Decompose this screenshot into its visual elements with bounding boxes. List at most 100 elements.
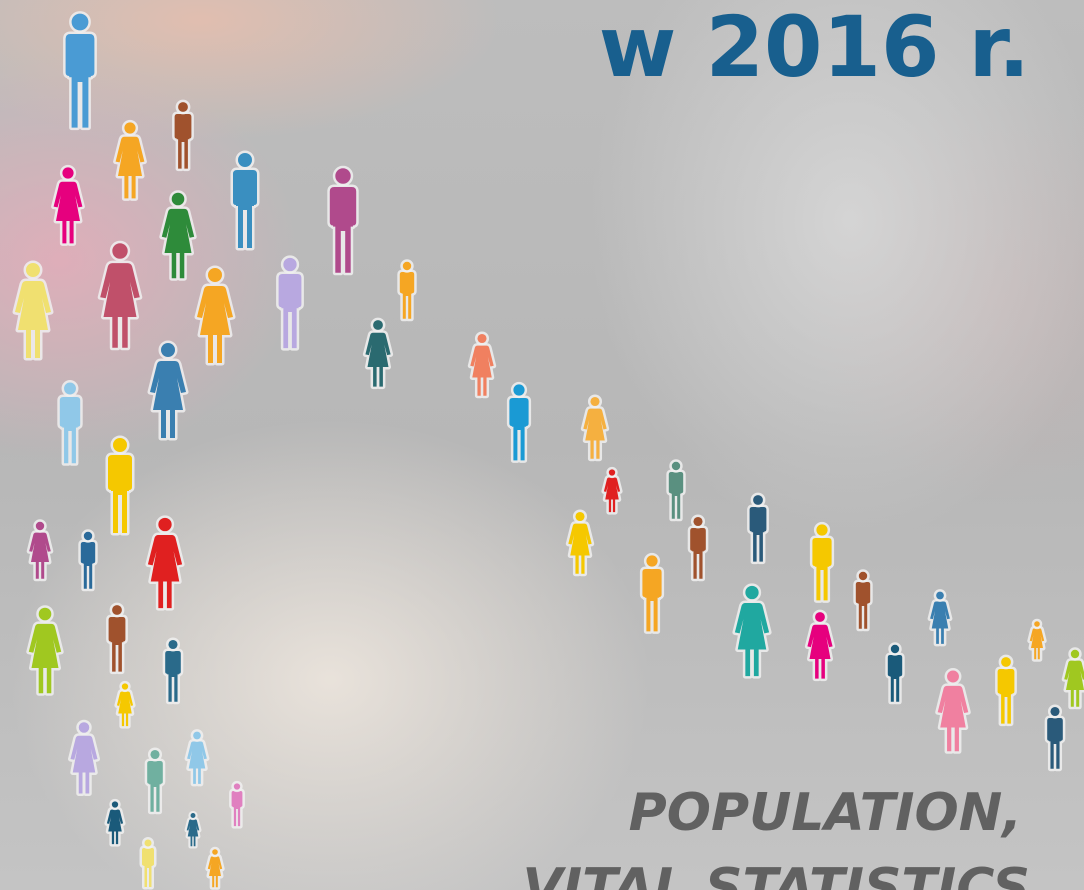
person-icon	[100, 243, 140, 347]
person-body	[232, 791, 243, 826]
person-icon	[15, 263, 51, 358]
person-icon	[807, 612, 832, 679]
person-body	[29, 624, 61, 693]
person-head	[212, 849, 218, 855]
person-icon	[938, 671, 969, 752]
person-head	[122, 683, 128, 689]
person-body	[71, 736, 98, 794]
person-head	[178, 102, 188, 112]
person-head	[112, 801, 118, 807]
cover-page: w 2016 r. POPULATION, VITAL STATISTICS	[0, 0, 1084, 890]
person-head	[113, 438, 127, 452]
person-icon	[750, 495, 767, 561]
person-icon	[187, 813, 200, 846]
person-body	[998, 669, 1015, 724]
person-body	[148, 535, 182, 608]
person-body	[735, 603, 769, 676]
person-head	[815, 612, 825, 622]
person-head	[693, 517, 702, 526]
person-head	[1001, 657, 1011, 667]
person-icon	[54, 167, 83, 243]
person-icon	[66, 14, 95, 128]
person-icon	[365, 320, 390, 387]
cover-art: w 2016 r. POPULATION, VITAL STATISTICS	[0, 0, 1084, 890]
person-head	[161, 343, 175, 357]
cover-subtitle-line: VITAL STATISTICS	[522, 858, 1030, 890]
person-head	[112, 605, 122, 615]
person-head	[79, 722, 90, 733]
person-icon	[187, 732, 207, 784]
person-body	[583, 409, 606, 459]
person-icon	[60, 383, 80, 464]
person-body	[938, 686, 969, 751]
person-icon	[1047, 707, 1063, 769]
person-icon	[330, 168, 356, 272]
person-icon	[108, 438, 132, 533]
person-body	[279, 274, 302, 348]
person-head	[26, 263, 40, 277]
person-icon	[470, 334, 493, 396]
person-head	[859, 572, 867, 580]
person-icon	[735, 586, 769, 676]
person-icon	[888, 645, 902, 702]
person-head	[1034, 621, 1040, 627]
person-icon	[998, 657, 1015, 724]
person-body	[150, 361, 186, 438]
person-icon	[233, 153, 257, 248]
person-icon	[642, 555, 661, 631]
person-icon	[29, 522, 51, 579]
person-icon	[208, 849, 222, 887]
person-head	[72, 14, 89, 31]
person-body	[175, 114, 192, 169]
person-icon	[509, 384, 528, 460]
person-head	[891, 645, 899, 653]
person-head	[477, 334, 486, 343]
person-body	[81, 542, 95, 589]
person-body	[165, 651, 181, 702]
person-icon	[81, 532, 95, 589]
person-body	[690, 528, 706, 579]
person-head	[168, 640, 177, 649]
person-body	[807, 625, 832, 679]
person-body	[509, 398, 528, 460]
person-icon	[856, 572, 870, 629]
person-head	[335, 168, 350, 183]
person-head	[150, 750, 159, 759]
person-icon	[930, 592, 950, 644]
person-body	[29, 533, 51, 579]
person-head	[39, 608, 52, 621]
person-body	[330, 187, 356, 273]
person-icon	[71, 722, 98, 793]
person-head	[208, 268, 222, 282]
person-body	[142, 848, 154, 887]
person-head	[158, 518, 171, 531]
person-body	[108, 455, 132, 533]
person-head	[145, 840, 152, 847]
person-icon	[148, 518, 182, 608]
person-body	[197, 286, 233, 363]
person-body	[208, 856, 222, 887]
person-body	[233, 170, 257, 248]
person-icon	[604, 469, 620, 512]
person-body	[604, 477, 620, 512]
person-head	[62, 167, 73, 178]
person-icon	[147, 750, 163, 812]
person-head	[238, 153, 252, 167]
person-head	[609, 469, 615, 475]
person-icon	[197, 268, 233, 363]
person-icon	[1030, 621, 1044, 659]
person-body	[117, 691, 133, 726]
person-body	[365, 333, 390, 387]
person-head	[191, 813, 196, 818]
person-body	[116, 137, 145, 199]
person-body	[750, 507, 767, 562]
person-head	[590, 397, 599, 406]
person-body	[1030, 628, 1044, 659]
person-head	[575, 512, 584, 521]
person-body	[54, 182, 83, 244]
person-body	[669, 472, 683, 519]
person-head	[112, 243, 127, 258]
person-icon	[669, 462, 683, 519]
person-body	[162, 209, 194, 278]
person-body	[107, 809, 123, 844]
